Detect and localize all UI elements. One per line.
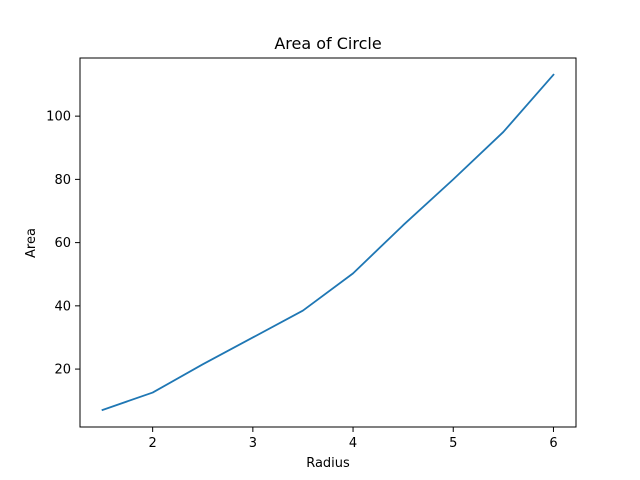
y-tick-label: 80	[54, 173, 71, 188]
x-tick-label: 3	[249, 436, 257, 451]
x-tick-label: 4	[349, 436, 357, 451]
series-line-area	[101, 73, 555, 412]
y-tick-label: 40	[54, 299, 71, 314]
x-tick-label: 6	[549, 436, 557, 451]
y-tick-label: 20	[54, 363, 71, 378]
x-axis-label: Radius	[306, 456, 350, 471]
x-tick-label: 5	[449, 436, 457, 451]
y-tick-label: 60	[54, 236, 71, 251]
y-tick-label: 100	[46, 110, 71, 125]
axes-frame	[79, 57, 577, 428]
x-tick-label: 2	[149, 436, 157, 451]
plot-area	[79, 57, 577, 428]
x-axis-ticks: 2 3 4 5 6	[149, 427, 558, 451]
y-axis-ticks: 20 40 60 80 100	[46, 110, 80, 378]
y-axis-label: Area	[24, 228, 39, 258]
chart-title: Area of Circle	[274, 34, 381, 53]
